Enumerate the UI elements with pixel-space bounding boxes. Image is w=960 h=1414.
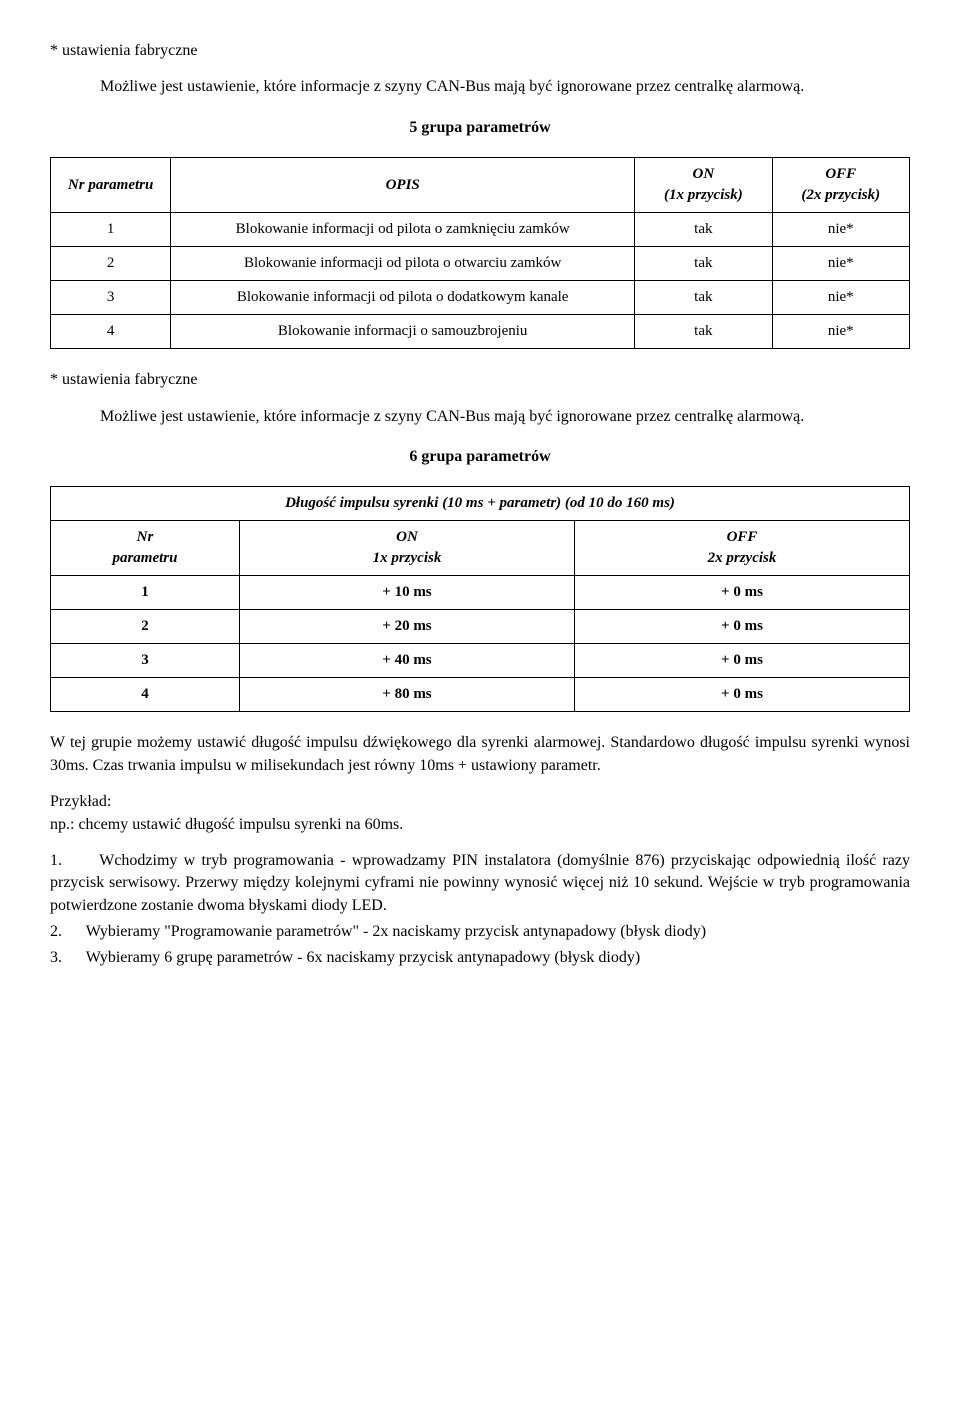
g6-r3-on: + 40 ms: [239, 644, 574, 678]
table-row: 3 Blokowanie informacji od pilota o doda…: [51, 281, 910, 315]
g5-r3-on: tak: [635, 281, 772, 315]
group6-title: 6 grupa parametrów: [50, 446, 910, 468]
factory-settings-note-2: * ustawienia fabryczne: [50, 369, 910, 391]
g5-r2-on: tak: [635, 247, 772, 281]
g6-r4-on: + 80 ms: [239, 678, 574, 712]
intro-paragraph-1: Możliwe jest ustawienie, które informacj…: [50, 76, 910, 98]
g5-r3-off: nie*: [772, 281, 909, 315]
g5-h-nr: Nr parametru: [51, 158, 171, 213]
g6-h-nr: Nr parametru: [51, 521, 240, 576]
g5-h-opis: OPIS: [171, 158, 635, 213]
g6-h-off-1: OFF: [727, 529, 758, 545]
g6-h-on-1: ON: [396, 529, 418, 545]
group6-table: Długość impulsu syrenki (10 ms + paramet…: [50, 486, 910, 712]
g6-r4-nr: 4: [51, 678, 240, 712]
g6-h-nr-2: parametru: [112, 550, 177, 566]
g6-r1-nr: 1: [51, 576, 240, 610]
g6-caption: Długość impulsu syrenki (10 ms + paramet…: [51, 487, 910, 521]
g5-r2-nr: 2: [51, 247, 171, 281]
table-row: 4 Blokowanie informacji o samouzbrojeniu…: [51, 315, 910, 349]
g6-h-on-2: 1x przycisk: [373, 550, 442, 566]
g5-r4-off: nie*: [772, 315, 909, 349]
step-2: 2. Wybieramy "Programowanie parametrów" …: [50, 921, 910, 943]
factory-settings-note-1: * ustawienia fabryczne: [50, 40, 910, 62]
g6-h-off: OFF 2x przycisk: [574, 521, 909, 576]
g6-r2-nr: 2: [51, 610, 240, 644]
table-row: 4 + 80 ms + 0 ms: [51, 678, 910, 712]
g5-r2-opis: Blokowanie informacji od pilota o otwarc…: [171, 247, 635, 281]
g6-r2-off: + 0 ms: [574, 610, 909, 644]
intro-paragraph-2: Możliwe jest ustawienie, które informacj…: [50, 406, 910, 428]
example-block: Przykład: np.: chcemy ustawić długość im…: [50, 791, 910, 836]
g6-header-row: Nr parametru ON 1x przycisk OFF 2x przyc…: [51, 521, 910, 576]
example-text: np.: chcemy ustawić długość impulsu syre…: [50, 816, 403, 833]
g5-r4-opis: Blokowanie informacji o samouzbrojeniu: [171, 315, 635, 349]
step-3: 3. Wybieramy 6 grupę parametrów - 6x nac…: [50, 947, 910, 969]
g5-r3-nr: 3: [51, 281, 171, 315]
g5-header-row: Nr parametru OPIS ON (1x przycisk) OFF (…: [51, 158, 910, 213]
step-1: 1. Wchodzimy w tryb programowania - wpro…: [50, 850, 910, 917]
g5-h-on-main: ON: [692, 166, 714, 182]
g6-r2-on: + 20 ms: [239, 610, 574, 644]
table-row: 2 Blokowanie informacji od pilota o otwa…: [51, 247, 910, 281]
g5-h-off-main: OFF: [825, 166, 856, 182]
g5-r1-off: nie*: [772, 213, 909, 247]
g5-r2-off: nie*: [772, 247, 909, 281]
g6-caption-row: Długość impulsu syrenki (10 ms + paramet…: [51, 487, 910, 521]
group6-description: W tej grupie możemy ustawić długość impu…: [50, 732, 910, 777]
g6-r3-off: + 0 ms: [574, 644, 909, 678]
table-row: 1 + 10 ms + 0 ms: [51, 576, 910, 610]
g6-h-on: ON 1x przycisk: [239, 521, 574, 576]
table-row: 3 + 40 ms + 0 ms: [51, 644, 910, 678]
g5-h-off-sub: (2x przycisk): [801, 187, 880, 203]
group5-table: Nr parametru OPIS ON (1x przycisk) OFF (…: [50, 157, 910, 349]
g5-h-on-sub: (1x przycisk): [664, 187, 743, 203]
g6-r1-on: + 10 ms: [239, 576, 574, 610]
g5-r4-on: tak: [635, 315, 772, 349]
g6-h-off-2: 2x przycisk: [708, 550, 777, 566]
g5-h-off: OFF (2x przycisk): [772, 158, 909, 213]
g5-h-on: ON (1x przycisk): [635, 158, 772, 213]
group5-title: 5 grupa parametrów: [50, 117, 910, 139]
g5-r3-opis: Blokowanie informacji od pilota o dodatk…: [171, 281, 635, 315]
example-label: Przykład:: [50, 793, 111, 810]
g5-r1-opis: Blokowanie informacji od pilota o zamkni…: [171, 213, 635, 247]
table-row: 2 + 20 ms + 0 ms: [51, 610, 910, 644]
g6-r1-off: + 0 ms: [574, 576, 909, 610]
g5-r1-on: tak: [635, 213, 772, 247]
g5-r4-nr: 4: [51, 315, 171, 349]
table-row: 1 Blokowanie informacji od pilota o zamk…: [51, 213, 910, 247]
g6-h-nr-1: Nr: [137, 529, 154, 545]
g6-r4-off: + 0 ms: [574, 678, 909, 712]
g5-r1-nr: 1: [51, 213, 171, 247]
g6-r3-nr: 3: [51, 644, 240, 678]
